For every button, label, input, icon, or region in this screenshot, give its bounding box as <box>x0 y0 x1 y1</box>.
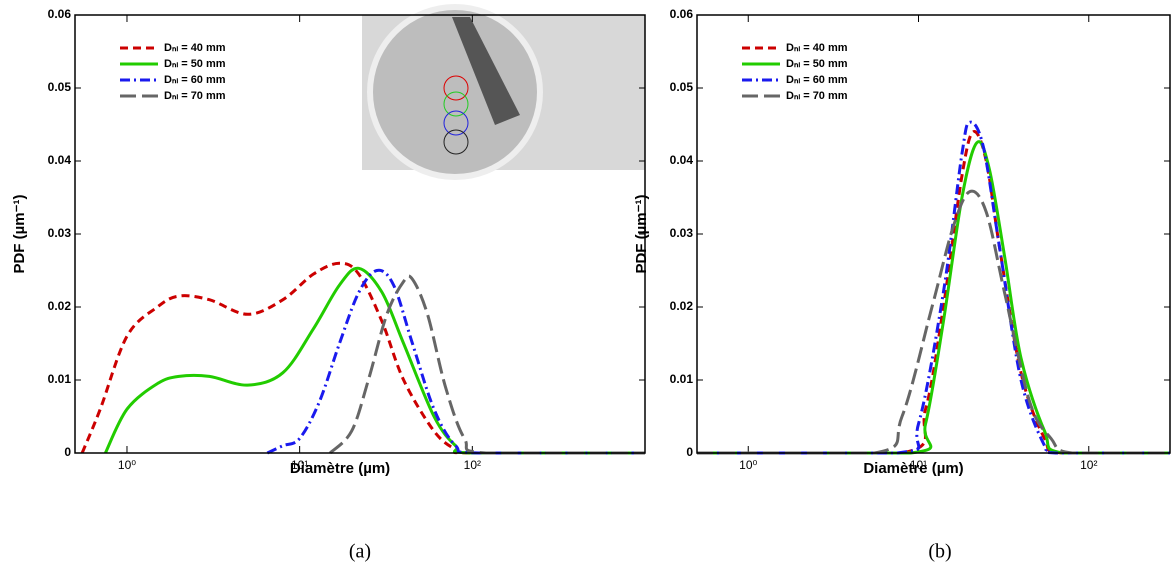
series-line <box>328 274 645 455</box>
y-tick-label: 0 <box>64 445 71 459</box>
x-tick-label: 10² <box>1080 458 1097 472</box>
series-line <box>697 120 1170 455</box>
legend-label: Dₙₗ = 40 mm <box>164 42 226 54</box>
legend-label: Dₙₗ = 70 mm <box>786 90 848 102</box>
y-tick-label: 0.04 <box>48 153 72 167</box>
legend-label: Dₙₗ = 60 mm <box>786 74 848 86</box>
caption: (b) <box>928 541 951 563</box>
y-tick-label: 0.06 <box>670 7 694 21</box>
x-tick-label: 10⁰ <box>739 458 757 472</box>
series-line <box>80 261 645 455</box>
y-axis-label: PDF (µm⁻¹) <box>633 194 650 273</box>
y-tick-label: 0.03 <box>48 226 72 240</box>
x-tick-label: 10⁰ <box>118 458 136 472</box>
legend-label: Dₙₗ = 50 mm <box>164 58 226 70</box>
y-tick-label: 0.02 <box>48 299 72 313</box>
series-line <box>697 189 1170 455</box>
series-line <box>697 130 1170 455</box>
caption: (a) <box>349 541 371 563</box>
plot-frame <box>696 14 1171 454</box>
x-tick-label: 10¹ <box>910 458 927 472</box>
plot-frame <box>74 14 646 454</box>
y-tick-label: 0.06 <box>48 7 72 21</box>
y-tick-label: 0.01 <box>670 372 694 386</box>
y-tick-label: 0.05 <box>670 80 694 94</box>
legend-label: Dₙₗ = 40 mm <box>786 42 848 54</box>
x-tick-label: 10¹ <box>291 458 308 472</box>
x-axis-label: Diamètre (µm) <box>863 460 963 477</box>
inset-photo <box>362 4 645 180</box>
x-axis-label: Diamètre (µm) <box>290 460 390 477</box>
y-tick-label: 0 <box>686 445 693 459</box>
y-axis-label: PDF (µm⁻¹) <box>11 194 28 273</box>
series-line <box>266 268 645 455</box>
y-tick-label: 0.05 <box>48 80 72 94</box>
legend-label: Dₙₗ = 50 mm <box>786 58 848 70</box>
legend-label: Dₙₗ = 60 mm <box>164 74 226 86</box>
x-tick-label: 10² <box>464 458 481 472</box>
series-line <box>697 140 1170 455</box>
y-tick-label: 0.01 <box>48 372 72 386</box>
legend-label: Dₙₗ = 70 mm <box>164 90 226 102</box>
y-tick-label: 0.03 <box>670 226 694 240</box>
y-tick-label: 0.04 <box>670 153 694 167</box>
panel: 0 0.01 0.02 0.03 0.04 0.05 0.06 10⁰ 10¹ 10² Diamèt… <box>633 7 1171 563</box>
y-tick-label: 0.02 <box>670 299 694 313</box>
panel: 0 0.01 0.02 0.03 0.04 0.05 0.06 10⁰ 10¹ 10² Diamèt… <box>11 7 646 563</box>
